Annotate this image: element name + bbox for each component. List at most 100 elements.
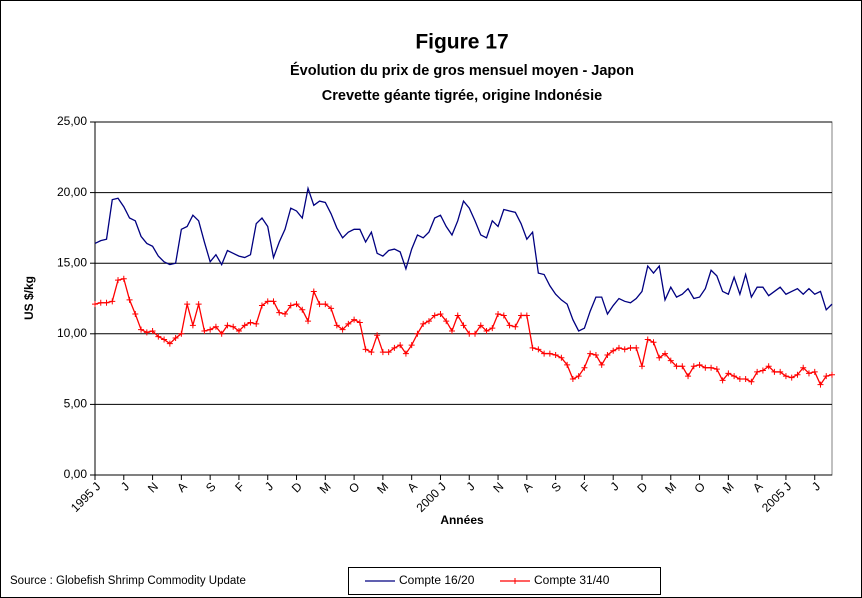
point-marker <box>794 371 801 378</box>
chart-subtitle: Évolution du prix de gros mensuel moyen … <box>290 62 634 79</box>
point-marker <box>356 319 363 326</box>
point-marker <box>270 298 277 305</box>
point-marker <box>333 322 340 329</box>
point-marker <box>529 344 536 351</box>
point-marker <box>708 364 715 371</box>
point-marker <box>258 302 265 309</box>
point-marker <box>282 311 289 318</box>
point-marker <box>391 344 398 351</box>
y-tick-label: 25,00 <box>57 114 87 128</box>
point-marker <box>322 301 329 308</box>
point-marker <box>535 346 542 353</box>
point-marker <box>627 344 634 351</box>
point-marker <box>610 347 617 354</box>
point-marker <box>195 301 202 308</box>
point-marker <box>247 319 254 326</box>
y-tick-label: 15,00 <box>57 255 87 269</box>
point-marker <box>385 349 392 356</box>
point-marker <box>633 344 640 351</box>
point-marker <box>207 326 214 333</box>
point-marker <box>495 311 502 318</box>
point-marker <box>408 342 415 349</box>
point-marker <box>512 323 519 330</box>
point-marker <box>276 309 283 316</box>
y-tick-label: 10,00 <box>57 326 87 340</box>
point-marker <box>777 368 784 375</box>
point-marker <box>425 318 432 325</box>
point-marker <box>420 320 427 327</box>
point-marker <box>178 330 185 337</box>
point-marker <box>368 349 375 356</box>
point-marker <box>823 373 830 380</box>
point-marker <box>800 364 807 371</box>
point-marker <box>431 312 438 319</box>
point-marker <box>673 363 680 370</box>
point-marker <box>679 363 686 370</box>
point-marker <box>109 298 116 305</box>
point-marker <box>97 299 104 306</box>
point-marker <box>224 322 231 329</box>
point-marker <box>472 330 479 337</box>
point-marker <box>351 316 358 323</box>
point-marker <box>690 363 697 370</box>
point-marker <box>558 354 565 361</box>
point-marker <box>650 339 657 346</box>
point-marker <box>448 327 455 334</box>
point-marker <box>264 298 271 305</box>
x-axis-title: Années <box>440 513 484 527</box>
legend-label: Compte 16/20 <box>399 573 475 587</box>
point-marker <box>253 320 260 327</box>
point-marker <box>644 336 651 343</box>
point-marker <box>138 326 145 333</box>
chart-title: Figure 17 <box>415 31 508 54</box>
point-marker <box>132 311 139 318</box>
source-note: Source : Globefish Shrimp Commodity Upda… <box>10 575 246 587</box>
point-marker <box>615 344 622 351</box>
point-marker <box>310 288 317 295</box>
point-marker <box>189 322 196 329</box>
series-line <box>94 185 833 332</box>
point-marker <box>362 346 369 353</box>
point-marker <box>696 361 703 368</box>
point-marker <box>604 351 611 358</box>
point-marker <box>374 332 381 339</box>
point-marker <box>477 322 484 329</box>
point-marker <box>552 351 559 358</box>
point-marker <box>379 349 386 356</box>
point-marker <box>656 354 663 361</box>
point-marker <box>218 330 225 337</box>
point-marker <box>103 299 110 306</box>
point-marker <box>402 350 409 357</box>
point-marker <box>161 336 168 343</box>
point-marker <box>293 301 300 308</box>
point-marker <box>771 368 778 375</box>
point-marker <box>230 323 237 330</box>
point-marker <box>719 377 726 384</box>
point-marker <box>523 312 530 319</box>
point-marker <box>339 326 346 333</box>
point-marker <box>166 340 173 347</box>
point-marker <box>598 361 605 368</box>
point-marker <box>759 367 766 374</box>
point-marker <box>454 312 461 319</box>
point-marker <box>397 342 404 349</box>
point-marker <box>305 318 312 325</box>
y-tick-label: 0,00 <box>64 467 88 481</box>
y-axis-title: US $/kg <box>22 276 36 320</box>
point-marker <box>287 302 294 309</box>
point-marker <box>742 375 749 382</box>
point-marker <box>316 301 323 308</box>
y-tick-label: 20,00 <box>57 185 87 199</box>
point-marker <box>115 277 122 284</box>
point-marker <box>328 305 335 312</box>
point-marker <box>569 375 576 382</box>
point-marker <box>713 366 720 373</box>
point-marker <box>518 312 525 319</box>
point-marker <box>592 351 599 358</box>
point-marker <box>506 322 513 329</box>
point-marker <box>731 373 738 380</box>
point-marker <box>212 323 219 330</box>
point-marker <box>725 370 732 377</box>
point-marker <box>466 330 473 337</box>
